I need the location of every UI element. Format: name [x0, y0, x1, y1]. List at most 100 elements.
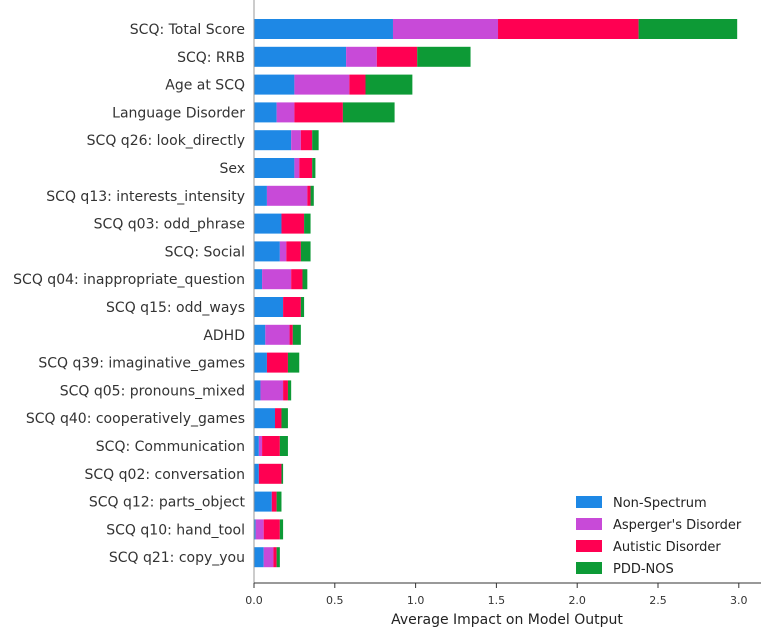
- y-tick-labels: SCQ: Total Score SCQ: RRB Age at SCQ Langua…: [13, 22, 245, 566]
- bar-segment-0-row-14: [254, 408, 276, 429]
- bar-segment-2-row-8: [286, 241, 301, 262]
- bar-segment-2-row-15: [262, 436, 280, 456]
- bar-segment-1-row-4: [291, 130, 301, 151]
- bar-segment-3-row-2: [365, 74, 413, 95]
- bar-segment-0-row-13: [254, 380, 261, 401]
- bar-segment-2-row-19: [273, 547, 277, 568]
- bar-segment-3-row-3: [342, 102, 395, 123]
- bar-segment-3-row-16: [281, 463, 284, 484]
- bar-segment-0-row-10: [254, 297, 284, 317]
- bar-segment-2-row-10: [283, 297, 301, 317]
- y-tick-label-6: SCQ q13: interests_intensity: [46, 189, 245, 205]
- bar-segment-2-row-16: [258, 463, 282, 484]
- y-tick-label-16: SCQ q02: conversation: [85, 467, 245, 483]
- bar-segment-0-row-2: [254, 74, 295, 95]
- y-tick-label-2: Age at SCQ: [165, 78, 245, 94]
- bar-segment-2-row-9: [291, 269, 303, 290]
- bar-segment-1-row-8: [279, 241, 287, 262]
- y-tick-label-14: SCQ q40: cooperatively_games: [26, 411, 245, 427]
- legend: Non-Spectrum Asperger's Disorder Autistic …: [576, 496, 742, 577]
- bar-segment-2-row-6: [307, 185, 311, 206]
- legend-label-0: Non-Spectrum: [613, 496, 707, 511]
- bar-segment-0-row-17: [254, 491, 272, 512]
- bar-segment-0-row-19: [254, 547, 264, 568]
- bar-segment-3-row-13: [287, 380, 292, 401]
- bar-segment-2-row-13: [283, 380, 288, 401]
- y-tick-label-3: Language Disorder: [112, 105, 245, 121]
- x-axis-label: Average Impact on Model Output: [391, 612, 623, 627]
- bar-segment-0-row-3: [254, 102, 277, 123]
- bar-segment-2-row-7: [281, 213, 305, 234]
- bar-segment-3-row-7: [304, 213, 311, 234]
- bar-segment-0-row-4: [254, 130, 292, 151]
- bar-segment-3-row-19: [276, 547, 280, 568]
- bar-segment-3-row-17: [276, 491, 282, 512]
- bar-segment-1-row-1: [346, 46, 377, 67]
- bar-segment-0-row-16: [254, 463, 259, 484]
- y-tick-label-11: ADHD: [203, 328, 245, 344]
- y-tick-label-0: SCQ: Total Score: [130, 22, 245, 38]
- bar-segment-2-row-17: [271, 491, 277, 512]
- y-tick-label-17: SCQ q12: parts_object: [89, 495, 246, 511]
- bar-segment-1-row-9: [262, 269, 292, 290]
- bar-segment-0-row-11: [254, 324, 266, 345]
- y-tick-label-12: SCQ q39: imaginative_games: [38, 356, 245, 372]
- bar-segment-2-row-3: [294, 102, 343, 123]
- y-tick-label-1: SCQ: RRB: [177, 50, 245, 66]
- y-tick-label-19: SCQ q21: copy_you: [109, 550, 245, 566]
- bar-segment-3-row-0: [638, 19, 738, 39]
- x-tick-label-4: 2.0: [568, 594, 586, 607]
- bar-segment-3-row-9: [302, 269, 308, 290]
- y-tick-label-13: SCQ q05: pronouns_mixed: [60, 383, 245, 399]
- bar-segment-3-row-8: [300, 241, 311, 262]
- bar-segment-1-row-19: [263, 547, 274, 568]
- x-tick-label-0: 0.0: [245, 594, 263, 607]
- bar-segment-3-row-14: [281, 408, 288, 429]
- bar-segment-1-row-2: [294, 74, 350, 95]
- bar-segment-3-row-1: [417, 46, 471, 67]
- bar-segment-3-row-15: [279, 436, 288, 456]
- bar-segment-2-row-5: [299, 158, 313, 178]
- bar-segment-2-row-1: [376, 46, 418, 67]
- x-tick-label-1: 0.5: [326, 594, 344, 607]
- y-tick-label-15: SCQ: Communication: [96, 439, 245, 455]
- bar-segment-0-row-8: [254, 241, 280, 262]
- x-tick-label-2: 1.0: [407, 594, 425, 607]
- bar-segment-0-row-1: [254, 46, 347, 67]
- bar-segment-3-row-5: [312, 158, 316, 178]
- bar-segment-1-row-13: [260, 380, 284, 401]
- bar-segment-0-row-0: [254, 19, 393, 39]
- bar-segment-1-row-5: [294, 158, 300, 178]
- y-tick-label-8: SCQ: Social: [165, 244, 245, 260]
- bar-segment-1-row-15: [258, 436, 263, 456]
- x-tick-label-3: 1.5: [488, 594, 506, 607]
- y-tick-label-9: SCQ q04: inappropriate_question: [13, 272, 245, 288]
- legend-swatch-2: [576, 540, 602, 552]
- bar-segment-2-row-18: [263, 519, 280, 540]
- bar-segment-1-row-11: [265, 324, 290, 345]
- legend-swatch-1: [576, 518, 602, 530]
- bar-segment-0-row-12: [254, 352, 267, 373]
- legend-label-3: PDD-NOS: [613, 562, 674, 577]
- y-tick-label-10: SCQ q15: odd_ways: [106, 300, 245, 316]
- bar-segment-0-row-5: [254, 158, 295, 178]
- y-tick-label-4: SCQ q26: look_directly: [87, 133, 245, 149]
- x-tick-label-5: 2.5: [649, 594, 667, 607]
- bar-segment-1-row-6: [266, 185, 308, 206]
- bars-group: [254, 19, 738, 568]
- bar-segment-0-row-6: [254, 185, 267, 206]
- legend-label-1: Asperger's Disorder: [613, 518, 742, 533]
- bar-segment-3-row-4: [312, 130, 319, 151]
- legend-label-2: Autistic Disorder: [613, 540, 721, 555]
- bar-segment-1-row-0: [392, 19, 499, 39]
- bar-segment-2-row-2: [349, 74, 366, 95]
- y-tick-label-7: SCQ q03: odd_phrase: [94, 217, 245, 233]
- bar-segment-3-row-18: [279, 519, 284, 540]
- x-ticks: 0.0 0.5 1.0 1.5 2.0 2.5 3.0: [245, 583, 748, 607]
- bar-segment-2-row-0: [498, 19, 639, 39]
- bar-segment-3-row-12: [287, 352, 300, 373]
- bar-segment-3-row-11: [292, 324, 301, 345]
- bar-segment-0-row-9: [254, 269, 263, 290]
- y-tick-label-18: SCQ q10: hand_tool: [106, 522, 245, 538]
